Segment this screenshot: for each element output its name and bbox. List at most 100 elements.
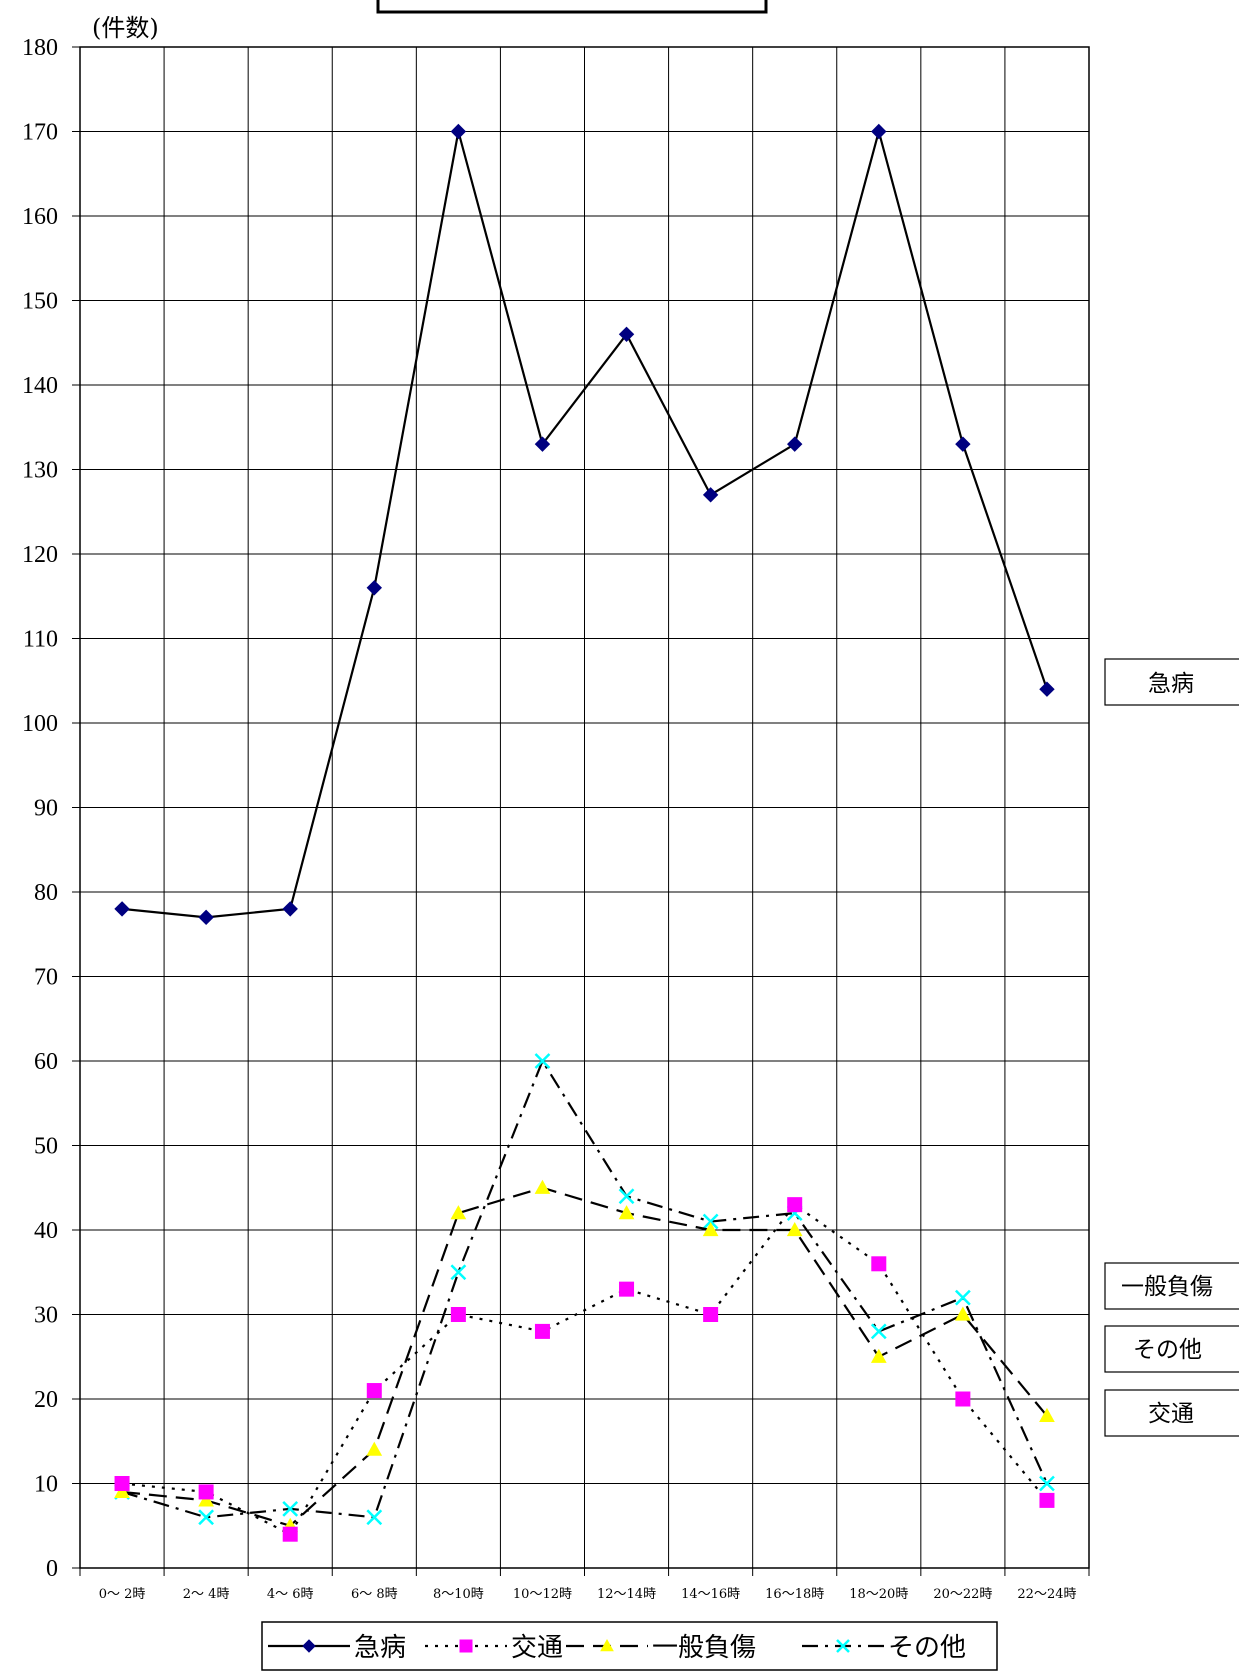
legend: 急病 交通 一般負傷 その他 — [261, 1621, 998, 1671]
data-point-x — [702, 1213, 719, 1230]
y-tick-label: 180 — [22, 35, 58, 61]
data-point-triangle — [955, 1306, 971, 1321]
x-tick-label: 18～20時 — [849, 1587, 908, 1602]
y-tick-label: 20 — [34, 1387, 58, 1413]
data-point-square — [787, 1197, 803, 1213]
data-point-triangle — [600, 1638, 614, 1652]
y-tick-label: 170 — [22, 120, 58, 146]
data-point-square — [1039, 1492, 1055, 1508]
data-point-triangle — [450, 1205, 467, 1220]
series — [114, 123, 1055, 1542]
data-point-diamond — [198, 909, 214, 926]
data-point-square — [450, 1307, 466, 1322]
y-tick-label: 140 — [22, 373, 58, 399]
data-point-square — [534, 1323, 550, 1339]
legend-label: その他 — [888, 1633, 966, 1663]
x-tick-label: 20～22時 — [933, 1587, 992, 1602]
x-tick-label: 14～16時 — [681, 1587, 740, 1602]
data-point-triangle — [198, 1492, 214, 1507]
side-label-kotsu: 交通 — [1104, 1389, 1239, 1437]
x-tick-label: 12～14時 — [597, 1587, 656, 1602]
title-frame — [376, 0, 768, 14]
y-tick-label: 60 — [34, 1049, 58, 1075]
x-tick-label: 2～ 4時 — [183, 1587, 230, 1602]
data-point-x — [836, 1639, 850, 1653]
y-tick-label: 130 — [22, 458, 58, 484]
legend-entry: 急病 — [268, 1633, 406, 1663]
data-point-diamond — [871, 123, 887, 140]
data-point-x — [198, 1509, 215, 1526]
series-line — [121, 1058, 1048, 1519]
data-point-diamond — [450, 123, 467, 140]
y-tick-label: 40 — [34, 1218, 58, 1244]
data-point-x — [618, 1188, 635, 1205]
data-point-diamond — [955, 436, 971, 452]
data-point-square — [459, 1639, 473, 1653]
data-point-square — [114, 1476, 130, 1491]
legend-label: 急病 — [354, 1633, 406, 1663]
y-tick-label: 70 — [34, 965, 58, 991]
x-tick-label: 10～12時 — [513, 1587, 572, 1602]
side-label-sonota-box — [1104, 1325, 1239, 1373]
data-point-triangle — [534, 1179, 551, 1194]
series-line — [121, 127, 1048, 919]
x-tick-label: 8～10時 — [433, 1587, 484, 1602]
side-label-sonota-text: その他 — [1133, 1337, 1202, 1363]
x-tick-label: 0～ 2時 — [99, 1587, 146, 1602]
side-label-sonota: その他 — [1104, 1325, 1239, 1373]
legend-entry: その他 — [802, 1633, 966, 1663]
side-label-kyubyo-box — [1104, 658, 1239, 706]
y-axis-ticks: 0 10 20 30 40 50 60 70 80 90 100 110 120 130 140 150 160… — [22, 35, 80, 1582]
y-tick-label: 120 — [22, 542, 58, 568]
x-tick-label: 16～18時 — [765, 1587, 824, 1602]
data-point-square — [703, 1307, 719, 1322]
data-point-diamond — [618, 326, 635, 343]
y-tick-label: 50 — [34, 1134, 58, 1160]
data-point-diamond — [534, 436, 551, 452]
series-diamond — [114, 123, 1055, 926]
y-tick-label: 160 — [22, 204, 58, 230]
data-point-diamond — [366, 580, 382, 596]
legend-label: 交通 — [511, 1633, 563, 1663]
data-point-x — [1039, 1475, 1055, 1492]
x-tick-label: 22～24時 — [1017, 1587, 1076, 1602]
data-point-x — [534, 1053, 551, 1069]
plot-area-border — [79, 46, 1090, 1569]
side-label-kyubyo: 急病 — [1104, 658, 1239, 706]
legend-label: 一般負傷 — [652, 1633, 756, 1663]
data-point-triangle — [702, 1221, 719, 1237]
data-point-square — [282, 1526, 298, 1542]
series-triangle — [114, 1179, 1055, 1532]
y-tick-label: 100 — [22, 711, 58, 737]
legend-entries: 急病 交通 一般負傷 その他 — [268, 1633, 966, 1663]
side-label-kotsu-text: 交通 — [1148, 1401, 1194, 1427]
side-label-kyubyo-text: 急病 — [1148, 671, 1194, 697]
data-point-diamond — [1039, 681, 1055, 697]
data-point-square — [619, 1281, 635, 1297]
side-label-ippan-fusho-text: 一般負傷 — [1121, 1274, 1213, 1300]
data-point-triangle — [870, 1348, 887, 1363]
data-point-diamond — [702, 487, 719, 503]
data-point-triangle — [618, 1205, 635, 1220]
data-point-x — [450, 1264, 467, 1281]
y-tick-label: 110 — [23, 627, 58, 653]
y-tick-label: 30 — [34, 1303, 58, 1329]
y-tick-label: 90 — [34, 796, 58, 822]
series-line — [121, 1203, 1048, 1536]
data-point-diamond — [787, 436, 803, 452]
data-point-diamond — [114, 901, 130, 917]
data-point-square — [955, 1391, 971, 1407]
data-point-square — [366, 1383, 382, 1399]
legend-entry: 一般負傷 — [566, 1633, 756, 1663]
data-point-x — [870, 1323, 887, 1340]
data-point-triangle — [786, 1221, 803, 1237]
data-point-square — [871, 1256, 887, 1272]
data-point-triangle — [114, 1483, 130, 1499]
side-label-ippan-fusho-box — [1104, 1262, 1239, 1310]
data-point-x — [366, 1509, 383, 1526]
x-axis-ticks: 0～ 2時 2～ 4時 4～ 6時 6～ 8時 8～10時 10～12時 12～14時 14～… — [79, 1568, 1090, 1602]
side-label-ippan-fusho: 一般負傷 — [1104, 1262, 1239, 1310]
x-tick-label: 4～ 6時 — [267, 1587, 314, 1602]
x-tick-label: 6～ 8時 — [351, 1587, 398, 1602]
